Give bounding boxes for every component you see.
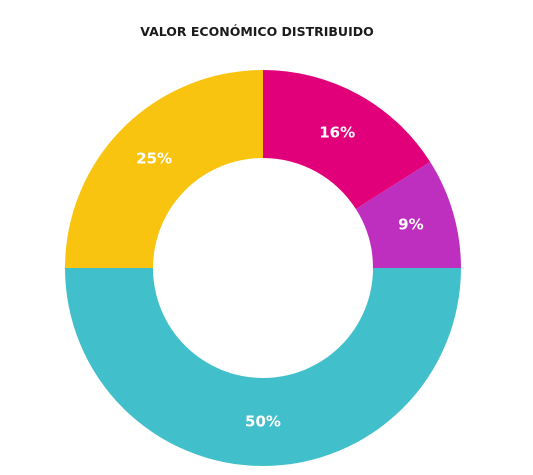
value-label: 50% (245, 413, 281, 431)
value-label: 9% (398, 216, 423, 234)
donut-slice (355, 161, 461, 268)
donut-slice (65, 268, 461, 466)
donut-slice (65, 70, 263, 268)
value-label: 16% (319, 124, 355, 142)
chart-title: VALOR ECONÓMICO DISTRIBUIDO (140, 24, 373, 39)
value-label: 25% (136, 150, 172, 168)
donut-slice (263, 70, 431, 210)
